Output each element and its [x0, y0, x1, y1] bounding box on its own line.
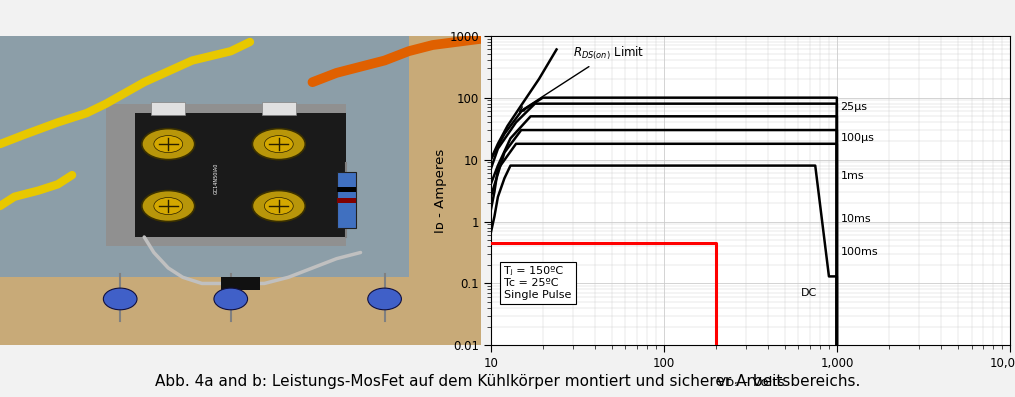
Bar	[337, 187, 355, 192]
X-axis label: Vᴅₛ - Volts: Vᴅₛ - Volts	[717, 376, 784, 389]
Text: Abb. 4a and b: Leistungs-MosFet auf dem Kühlkörper montiert und sicherer Arbeits: Abb. 4a and b: Leistungs-MosFet auf dem …	[155, 374, 860, 389]
Ellipse shape	[264, 136, 293, 152]
Ellipse shape	[154, 136, 183, 152]
Text: DC: DC	[801, 288, 817, 298]
Text: 10ms: 10ms	[840, 214, 871, 224]
Text: 100ms: 100ms	[840, 247, 878, 257]
Ellipse shape	[104, 288, 137, 310]
Ellipse shape	[214, 288, 248, 310]
Ellipse shape	[253, 191, 306, 222]
Bar	[151, 102, 185, 115]
Text: 1ms: 1ms	[840, 171, 864, 181]
Ellipse shape	[154, 198, 183, 214]
Text: 100μs: 100μs	[840, 133, 874, 143]
Y-axis label: Iᴅ - Amperes: Iᴅ - Amperes	[433, 148, 447, 233]
Ellipse shape	[264, 198, 293, 214]
Ellipse shape	[142, 129, 195, 160]
Bar	[221, 277, 260, 290]
Bar	[337, 172, 355, 228]
Bar	[262, 102, 295, 115]
Bar	[135, 113, 346, 237]
Text: GC14N50IA0: GC14N50IA0	[214, 162, 219, 194]
Ellipse shape	[142, 191, 195, 222]
Text: 25μs: 25μs	[840, 102, 868, 112]
Ellipse shape	[367, 288, 401, 310]
Bar	[0, 277, 481, 345]
Text: Tⱼ = 150ºC
Tc = 25ºC
Single Pulse: Tⱼ = 150ºC Tc = 25ºC Single Pulse	[504, 266, 571, 300]
Bar	[409, 36, 481, 345]
Ellipse shape	[253, 129, 306, 160]
Bar	[106, 104, 346, 246]
Bar	[337, 198, 355, 203]
Text: $R_{DS(on)}$ Limit: $R_{DS(on)}$ Limit	[520, 45, 645, 112]
Bar	[135, 113, 346, 237]
